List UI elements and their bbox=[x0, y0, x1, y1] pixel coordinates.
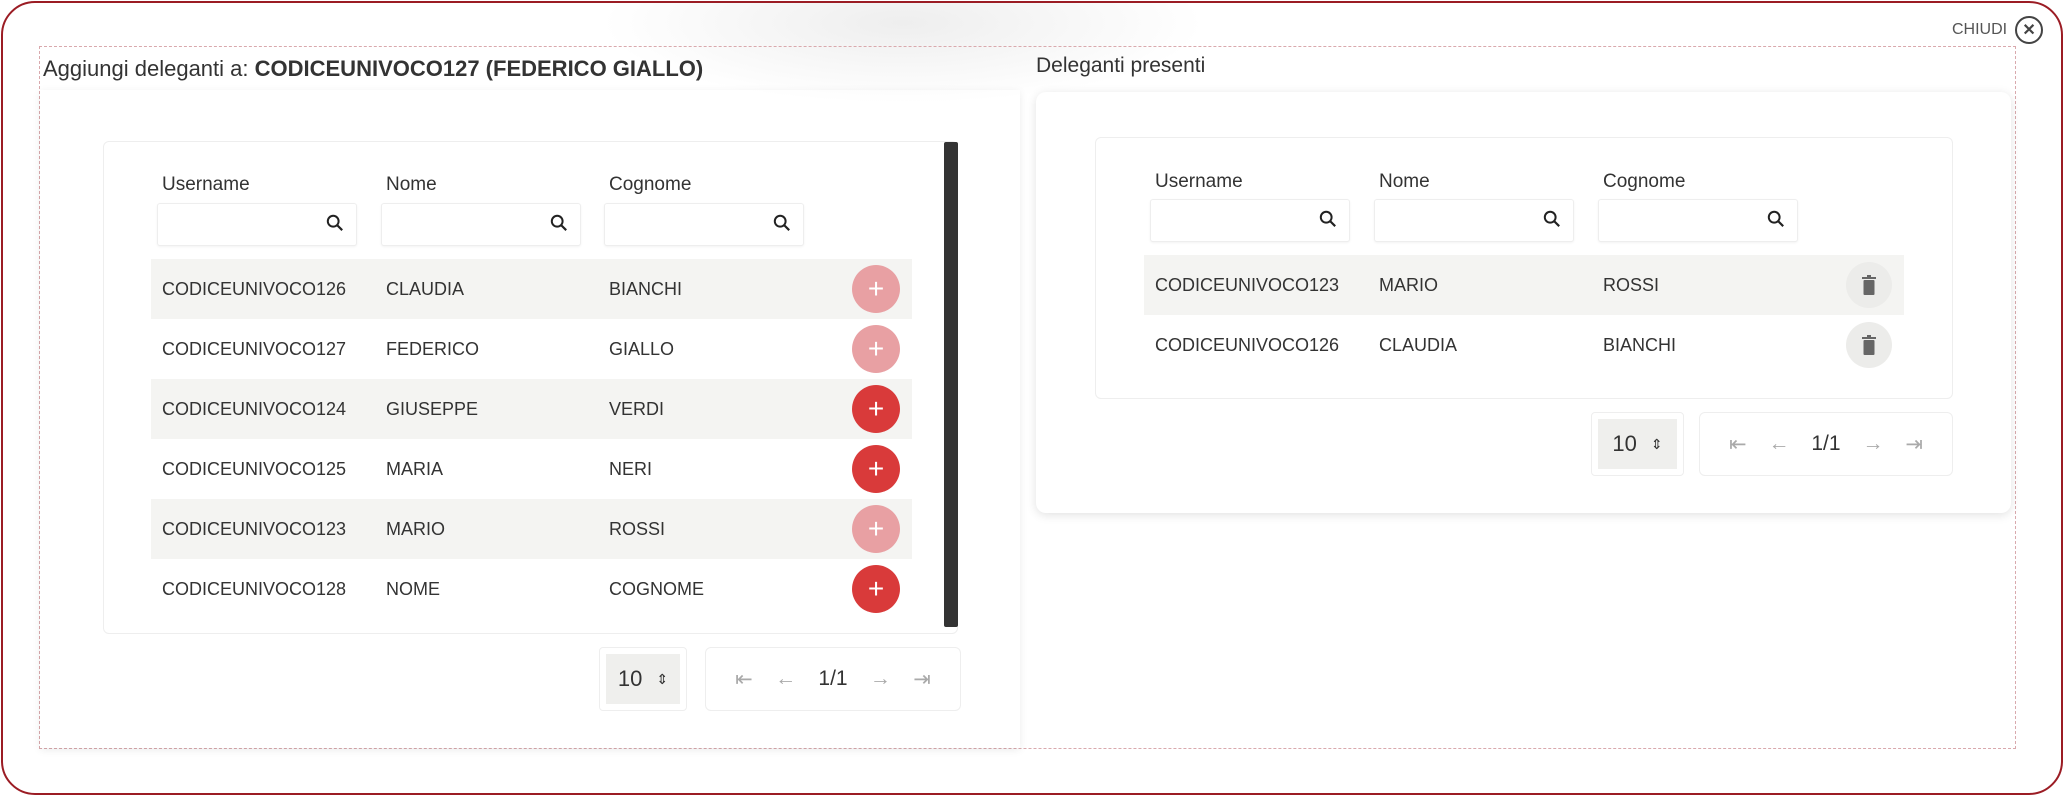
cell-nome: GIUSEPPE bbox=[386, 398, 479, 419]
cell-username: CODICEUNIVOCO127 bbox=[162, 338, 347, 359]
next-page-icon[interactable]: → bbox=[869, 667, 891, 690]
add-delegator-button[interactable]: + bbox=[852, 385, 900, 433]
modal-content-frame bbox=[39, 46, 2016, 749]
cell-nome: CLAUDIA bbox=[1379, 334, 1458, 355]
cell-username: CODICEUNIVOCO128 bbox=[162, 578, 347, 599]
search-icon bbox=[773, 214, 791, 232]
table-row: CODICEUNIVOCO125 MARIA NERI bbox=[151, 439, 912, 499]
cell-username: CODICEUNIVOCO126 bbox=[162, 278, 347, 299]
column-header-username: Username bbox=[1155, 171, 1243, 192]
updown-icon: ⇕ bbox=[656, 670, 669, 687]
page-size-value: 10 bbox=[617, 666, 643, 691]
plus-icon: + bbox=[867, 273, 885, 304]
cell-cognome: BIANCHI bbox=[1603, 334, 1677, 355]
cognome-filter[interactable] bbox=[1599, 200, 1759, 241]
add-delegator-button[interactable]: + bbox=[852, 325, 900, 373]
scrollbar[interactable] bbox=[944, 142, 958, 627]
table-row: CODICEUNIVOCO124 GIUSEPPE VERDI bbox=[151, 379, 912, 439]
cell-nome: MARIO bbox=[1379, 274, 1439, 295]
column-header-cognome: Cognome bbox=[609, 174, 692, 195]
column-header-cognome: Cognome bbox=[1603, 171, 1686, 192]
search-icon bbox=[1543, 210, 1561, 228]
nome-search-input[interactable] bbox=[1374, 199, 1574, 242]
remove-delegator-button[interactable] bbox=[1846, 322, 1892, 368]
cell-username: CODICEUNIVOCO124 bbox=[162, 398, 347, 419]
first-page-icon[interactable]: ⇤ bbox=[1728, 432, 1747, 456]
last-page-icon[interactable]: ⇥ bbox=[1905, 432, 1923, 456]
cell-nome: CLAUDIA bbox=[386, 278, 465, 299]
nome-filter[interactable] bbox=[1375, 200, 1535, 241]
plus-icon: + bbox=[867, 453, 885, 484]
cell-cognome: COGNOME bbox=[609, 578, 705, 599]
cognome-search-input[interactable] bbox=[1598, 199, 1798, 242]
cognome-filter[interactable] bbox=[605, 204, 765, 245]
username-search-input[interactable] bbox=[157, 203, 357, 246]
add-delegator-button[interactable]: + bbox=[852, 265, 900, 313]
cell-nome: FEDERICO bbox=[386, 338, 480, 359]
title-prefix: Aggiungi deleganti a: bbox=[43, 56, 249, 81]
search-icon bbox=[550, 214, 568, 232]
table-row: CODICEUNIVOCO126 CLAUDIA BIANCHI bbox=[1144, 315, 1904, 375]
close-label: CHIUDI bbox=[1952, 21, 2008, 38]
cell-username: CODICEUNIVOCO123 bbox=[1155, 274, 1340, 295]
page-indicator: 1/1 bbox=[818, 667, 848, 690]
cell-username: CODICEUNIVOCO125 bbox=[162, 458, 347, 479]
cell-cognome: GIALLO bbox=[609, 338, 675, 359]
search-icon bbox=[1767, 210, 1785, 228]
close-button[interactable]: CHIUDI ✕ bbox=[1952, 16, 2044, 44]
cell-cognome: ROSSI bbox=[609, 518, 666, 539]
prev-page-icon[interactable]: ← bbox=[1768, 432, 1790, 455]
nome-filter[interactable] bbox=[382, 204, 542, 245]
pagination: ⇤ ← 1/1 → ⇥ bbox=[705, 647, 961, 711]
column-header-nome: Nome bbox=[386, 174, 437, 195]
table-row: CODICEUNIVOCO123 MARIO ROSSI bbox=[151, 499, 912, 559]
first-page-icon[interactable]: ⇤ bbox=[735, 667, 753, 691]
page-size-value: 10 bbox=[1612, 431, 1637, 456]
table-row: CODICEUNIVOCO127 FEDERICO GIALLO bbox=[151, 319, 912, 379]
cell-username: CODICEUNIVOCO123 bbox=[162, 518, 347, 539]
pagination-right: ⇤ ← 1/1 → ⇥ bbox=[1699, 412, 1953, 476]
search-icon bbox=[1319, 210, 1337, 228]
plus-icon: + bbox=[867, 333, 885, 364]
last-page-icon[interactable]: ⇥ bbox=[913, 667, 931, 691]
plus-icon: + bbox=[867, 513, 885, 544]
cell-nome: NOME bbox=[386, 578, 440, 599]
trash-icon bbox=[1862, 335, 1876, 355]
username-filter[interactable] bbox=[1151, 200, 1311, 241]
cell-cognome: VERDI bbox=[609, 398, 665, 419]
nome-search-input[interactable] bbox=[381, 203, 581, 246]
column-header-nome: Nome bbox=[1379, 171, 1430, 192]
prev-page-icon[interactable]: ← bbox=[775, 667, 797, 690]
table-row: CODICEUNIVOCO126 CLAUDIA BIANCHI bbox=[151, 259, 912, 319]
page-size-select[interactable]: 10 ⇕ bbox=[599, 647, 687, 711]
current-delegators-title: Deleganti presenti bbox=[1036, 54, 1206, 77]
cell-nome: MARIA bbox=[386, 458, 444, 479]
add-delegator-button[interactable]: + bbox=[852, 505, 900, 553]
add-delegator-button[interactable]: + bbox=[852, 445, 900, 493]
cell-username: CODICEUNIVOCO126 bbox=[1155, 334, 1340, 355]
cell-cognome: BIANCHI bbox=[609, 278, 683, 299]
plus-icon: + bbox=[867, 573, 885, 604]
add-delegator-button[interactable]: + bbox=[852, 565, 900, 613]
column-header-username: Username bbox=[162, 174, 250, 195]
cognome-search-input[interactable] bbox=[604, 203, 804, 246]
page-indicator: 1/1 bbox=[1811, 432, 1841, 455]
cell-cognome: ROSSI bbox=[1603, 274, 1660, 295]
close-icon: ✕ bbox=[2015, 16, 2044, 44]
username-search-input[interactable] bbox=[1150, 199, 1350, 242]
table-row: CODICEUNIVOCO123 MARIO ROSSI bbox=[1144, 255, 1904, 315]
search-icon bbox=[326, 214, 344, 232]
page-size-select-right[interactable]: 10 ⇕ bbox=[1591, 412, 1684, 476]
updown-icon: ⇕ bbox=[1650, 435, 1663, 452]
remove-delegator-button[interactable] bbox=[1846, 262, 1892, 308]
table-row: CODICEUNIVOCO128 NOME COGNOME bbox=[151, 559, 912, 619]
next-page-icon[interactable]: → bbox=[1862, 432, 1884, 455]
cell-nome: MARIO bbox=[386, 518, 446, 539]
username-filter[interactable] bbox=[158, 204, 318, 245]
page-title: Aggiungi deleganti a: CODICEUNIVOCO127 (… bbox=[43, 56, 703, 82]
cell-cognome: NERI bbox=[609, 458, 653, 479]
plus-icon: + bbox=[867, 393, 885, 424]
title-user: CODICEUNIVOCO127 (FEDERICO GIALLO) bbox=[254, 56, 704, 81]
trash-icon bbox=[1862, 275, 1876, 295]
